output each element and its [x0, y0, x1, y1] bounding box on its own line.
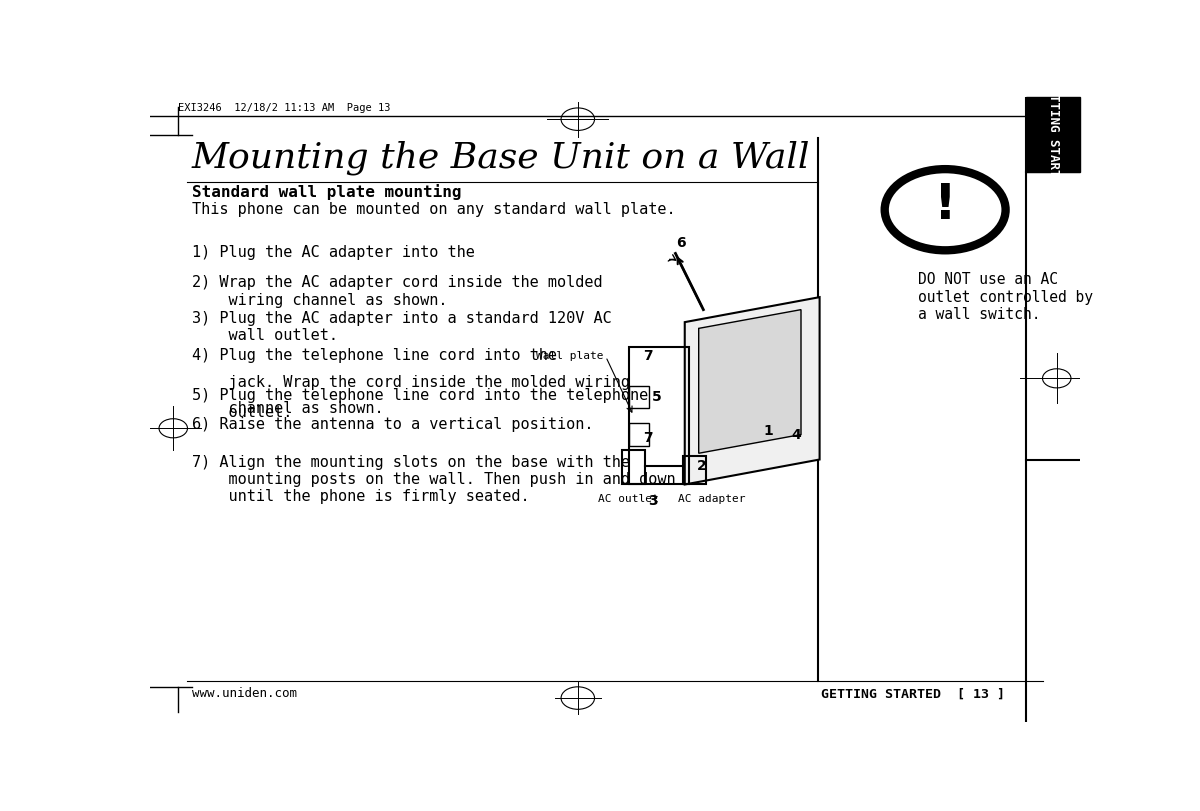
Text: 6: 6	[677, 236, 686, 251]
Text: 2) Wrap the AC adapter cord inside the molded
    wiring channel as shown.: 2) Wrap the AC adapter cord inside the m…	[192, 275, 602, 307]
Bar	[629, 423, 649, 446]
Text: !: !	[934, 181, 956, 229]
Text: DO NOT use an AC
outlet controlled by
a wall switch.: DO NOT use an AC outlet controlled by a …	[918, 272, 1093, 322]
Polygon shape	[698, 310, 802, 453]
Polygon shape	[685, 297, 820, 484]
Text: 5: 5	[652, 390, 661, 404]
Bar	[1026, 97, 1080, 172]
Text: 1) Plug the AC adapter into the: 1) Plug the AC adapter into the	[192, 245, 484, 260]
Text: 4: 4	[792, 427, 802, 441]
Bar	[622, 450, 644, 484]
Text: channel as shown.: channel as shown.	[192, 401, 384, 416]
Bar	[629, 347, 690, 484]
Text: www.uniden.com: www.uniden.com	[192, 688, 296, 701]
Text: AC outlet: AC outlet	[598, 494, 659, 504]
Text: EXI3246  12/18/2 11:13 AM  Page 13: EXI3246 12/18/2 11:13 AM Page 13	[178, 103, 390, 113]
Text: Standard wall plate mounting: Standard wall plate mounting	[192, 184, 461, 200]
Text: 6) Raise the antenna to a vertical position.: 6) Raise the antenna to a vertical posit…	[192, 417, 593, 432]
Text: AC adapter: AC adapter	[678, 494, 745, 504]
Bar	[683, 457, 706, 484]
Text: 5) Plug the telephone line cord into the telephone
    outlet.: 5) Plug the telephone line cord into the…	[192, 388, 648, 420]
Text: Mounting the Base Unit on a Wall: Mounting the Base Unit on a Wall	[192, 141, 810, 175]
Text: Wall plate: Wall plate	[536, 351, 604, 362]
Text: 3) Plug the AC adapter into a standard 120V AC
    wall outlet.: 3) Plug the AC adapter into a standard 1…	[192, 311, 612, 343]
Text: 7) Align the mounting slots on the base with the
    mounting posts on the wall.: 7) Align the mounting slots on the base …	[192, 454, 676, 504]
Bar	[629, 386, 649, 408]
Text: 4) Plug the telephone line cord into the: 4) Plug the telephone line cord into the	[192, 349, 566, 363]
Text: This phone can be mounted on any standard wall plate.: This phone can be mounted on any standar…	[192, 202, 676, 217]
Text: 2: 2	[697, 459, 707, 473]
Text: GETTING STARTED: GETTING STARTED	[1046, 79, 1060, 191]
Text: 7: 7	[643, 431, 653, 444]
Text: 1: 1	[763, 424, 773, 439]
Text: GETTING STARTED  [ 13 ]: GETTING STARTED [ 13 ]	[821, 688, 1004, 701]
Text: 3: 3	[648, 494, 658, 508]
Text: jack. Wrap the cord inside the molded wiring: jack. Wrap the cord inside the molded wi…	[192, 375, 630, 389]
Text: 7: 7	[643, 350, 653, 363]
